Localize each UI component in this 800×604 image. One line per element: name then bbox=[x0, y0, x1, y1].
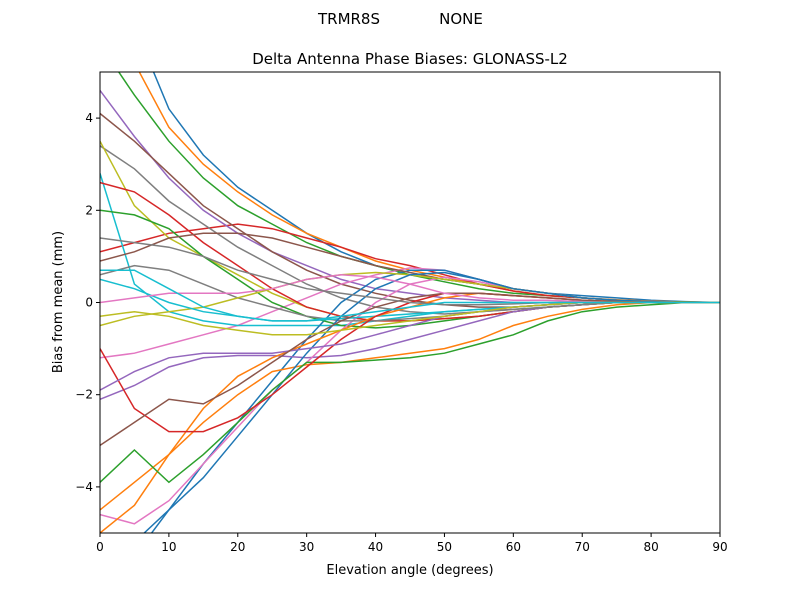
x-tick-label: 30 bbox=[299, 540, 314, 554]
series-line-2 bbox=[138, 72, 720, 304]
x-tick-label: 60 bbox=[506, 540, 521, 554]
series-line-21 bbox=[150, 271, 720, 533]
series-line-26 bbox=[100, 292, 720, 447]
y-tick-label: 0 bbox=[85, 296, 93, 310]
x-tick-label: 10 bbox=[161, 540, 176, 554]
series-line-22 bbox=[100, 292, 720, 533]
suptitle-right: NONE bbox=[439, 10, 483, 28]
series-line-3 bbox=[117, 72, 720, 304]
series-line-7 bbox=[100, 267, 720, 359]
series-line-13 bbox=[100, 209, 720, 329]
y-tick-label: −2 bbox=[75, 388, 93, 402]
x-tick-label: 50 bbox=[437, 540, 452, 554]
series-line-23 bbox=[100, 301, 720, 484]
y-axis-ticks: −4 −2 0 2 4 bbox=[75, 111, 100, 494]
series-line-4 bbox=[100, 223, 720, 304]
series-line-30 bbox=[100, 269, 720, 322]
series-line-6 bbox=[100, 112, 720, 308]
x-tick-label: 70 bbox=[575, 540, 590, 554]
series-line-12 bbox=[100, 301, 720, 511]
x-tick-label: 20 bbox=[230, 540, 245, 554]
y-tick-label: 4 bbox=[85, 111, 93, 125]
y-tick-label: 2 bbox=[85, 203, 93, 217]
chart-title: Delta Antenna Phase Biases: GLONASS-L2 bbox=[252, 50, 568, 68]
x-tick-label: 40 bbox=[368, 540, 383, 554]
series-lines bbox=[100, 72, 720, 533]
x-tick-label: 80 bbox=[643, 540, 658, 554]
suptitle-left: TRMR8S bbox=[317, 10, 380, 28]
x-tick-label: 90 bbox=[712, 540, 727, 554]
y-axis-label: Bias from mean (mm) bbox=[51, 231, 66, 373]
series-line-1 bbox=[152, 72, 720, 304]
x-axis-ticks: 0 10 20 30 40 50 60 70 80 90 bbox=[96, 533, 728, 554]
y-tick-label: −4 bbox=[75, 480, 93, 494]
x-tick-label: 0 bbox=[96, 540, 104, 554]
x-axis-label: Elevation angle (degrees) bbox=[326, 563, 493, 578]
